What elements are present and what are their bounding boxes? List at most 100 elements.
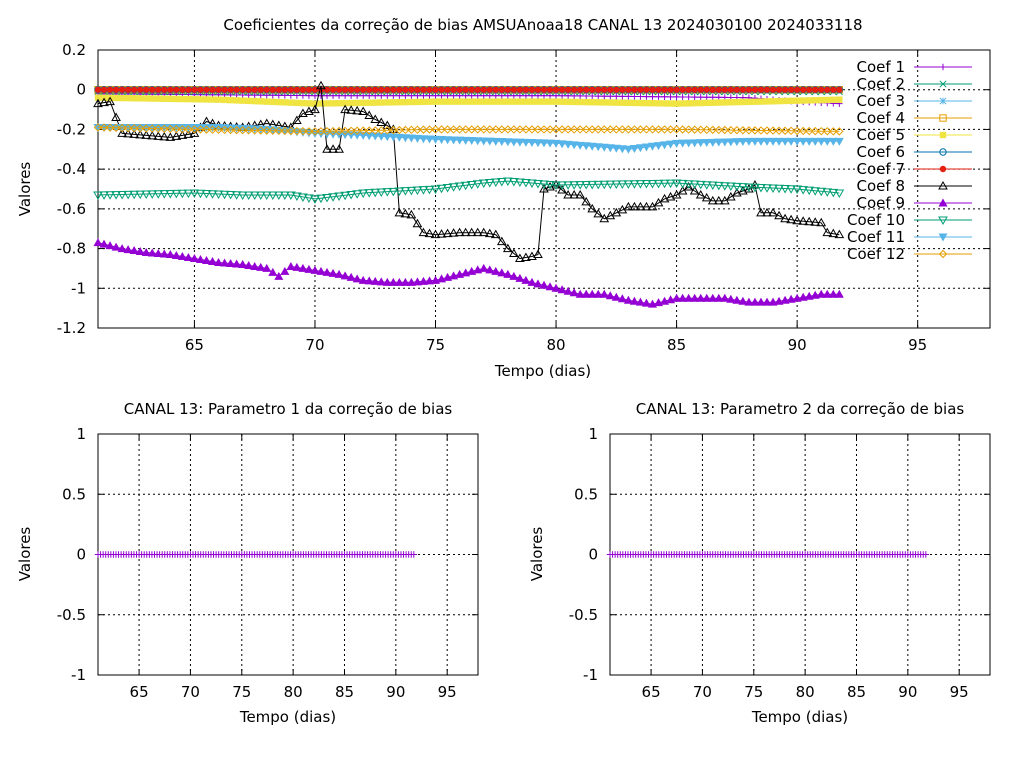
data-point: [828, 137, 838, 146]
data-point: [410, 551, 418, 558]
data-point: [406, 186, 417, 196]
data-point: [557, 140, 567, 149]
y-axis-label: Valores: [16, 527, 34, 582]
legend-label: Coef 3: [857, 92, 905, 110]
legend-marker: [938, 216, 948, 226]
data-point: [582, 86, 590, 93]
data-point: [346, 272, 356, 281]
legend-item: Coef 1: [857, 58, 972, 76]
data-point: [521, 138, 531, 147]
y-tick-label: -0.5: [57, 606, 86, 624]
data-point: [635, 180, 646, 189]
data-point: [689, 180, 700, 190]
legend-item: Coef 8: [857, 177, 972, 195]
data-point: [220, 258, 230, 267]
data-point: [340, 126, 350, 136]
data-point: [195, 254, 205, 263]
data-point: [305, 86, 313, 93]
data-point: [383, 126, 392, 135]
data-point: [589, 92, 596, 100]
data-point: [732, 187, 742, 197]
data-point: [172, 124, 181, 134]
data-point: [426, 86, 433, 93]
data-point: [94, 86, 102, 93]
data-point: [539, 280, 549, 289]
data-point: [268, 267, 278, 276]
data-point: [153, 190, 164, 199]
data-point: [438, 92, 445, 99]
data-point: [227, 86, 234, 93]
data-point: [569, 288, 579, 297]
data-point: [816, 137, 826, 146]
data-point: [810, 217, 821, 226]
data-point: [605, 180, 616, 190]
data-point: [346, 131, 356, 140]
data-point: [353, 92, 361, 99]
data-point: [709, 99, 716, 106]
data-point: [763, 98, 771, 105]
data-point: [106, 86, 114, 93]
y-tick-label: -0.8: [57, 240, 86, 258]
data-point: [400, 134, 410, 143]
data-point: [527, 125, 537, 134]
data-point: [298, 193, 308, 202]
data-point: [143, 86, 150, 93]
y-tick-label: -1: [71, 279, 86, 297]
data-point: [780, 185, 790, 194]
data-point: [394, 133, 404, 142]
data-point: [359, 86, 367, 93]
data-point: [637, 93, 644, 100]
data-point: [376, 117, 387, 126]
legend-item: Coef 6: [857, 143, 972, 161]
data-point: [575, 289, 585, 298]
data-point: [214, 125, 223, 135]
data-point: [474, 92, 481, 99]
data-point: [346, 126, 356, 136]
data-point: [299, 99, 307, 107]
data-point: [588, 125, 597, 134]
data-point: [448, 183, 459, 192]
data-point: [454, 182, 465, 192]
data-point: [667, 100, 674, 107]
data-point: [165, 132, 176, 141]
data-point: [721, 86, 729, 93]
data-point: [631, 93, 638, 100]
data-point: [655, 86, 662, 93]
data-point: [420, 92, 427, 99]
data-point: [147, 248, 157, 257]
data-point: [804, 137, 814, 146]
data-point: [498, 98, 506, 105]
data-point: [504, 98, 512, 105]
legend-label: Coef 7: [857, 160, 905, 178]
data-point: [715, 86, 722, 93]
legend-item: Coef 3: [857, 92, 972, 110]
data-point: [117, 244, 127, 253]
data-point: [455, 125, 464, 134]
data-point: [250, 125, 260, 134]
data-point: [781, 86, 789, 93]
data-point: [286, 191, 296, 200]
data-point: [99, 239, 109, 248]
data-point: [334, 144, 344, 153]
data-point: [189, 189, 200, 198]
data-point: [659, 193, 670, 203]
data-point: [564, 92, 572, 99]
data-point: [431, 125, 440, 134]
data-point: [129, 246, 139, 255]
data-point: [261, 191, 272, 200]
data-point: [304, 106, 314, 116]
data-point: [641, 298, 651, 307]
data-point: [552, 92, 560, 99]
data-point: [346, 190, 356, 200]
data-point: [370, 276, 380, 285]
data-point: [744, 183, 754, 193]
data-point: [739, 98, 747, 106]
data-point: [539, 183, 549, 193]
data-point: [389, 125, 398, 135]
data-point: [124, 94, 132, 102]
data-point: [207, 190, 218, 199]
data-point: [237, 191, 248, 200]
data-point: [587, 142, 597, 151]
data-point: [715, 99, 722, 106]
data-point: [214, 123, 224, 132]
